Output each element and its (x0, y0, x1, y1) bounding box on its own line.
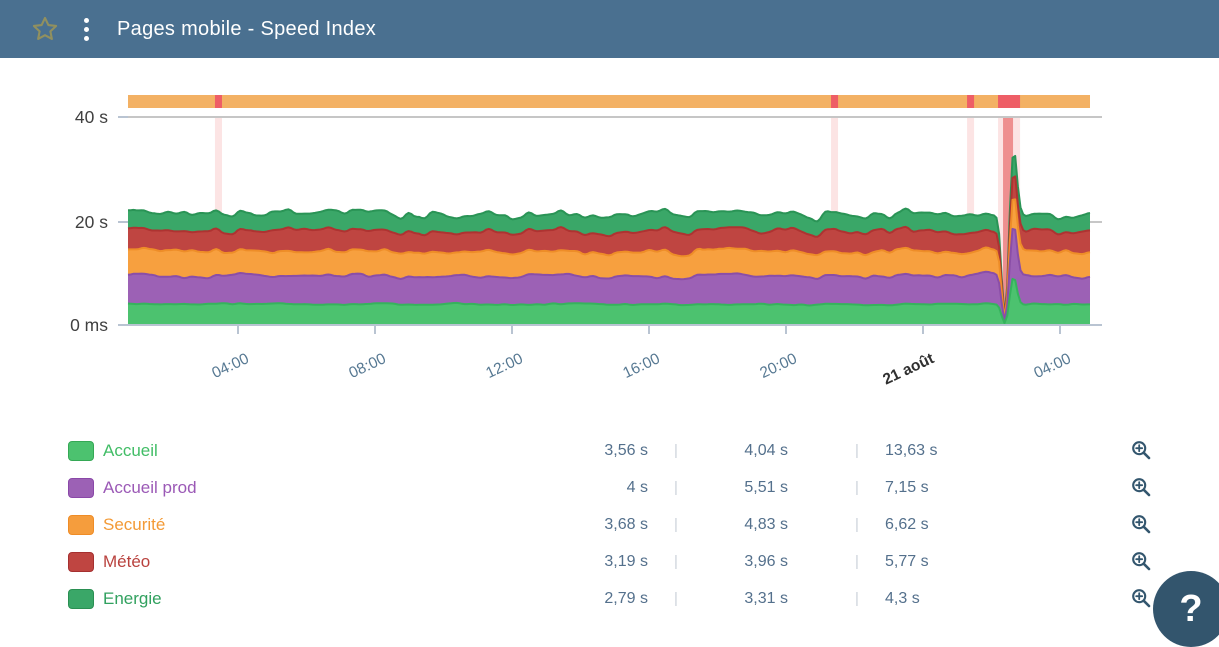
incident-band-core (1003, 118, 1014, 325)
availability-incident-segment (831, 95, 839, 108)
series-min-value: 3,68 s (604, 515, 648, 533)
x-axis-label: 21 août (880, 350, 936, 388)
y-axis-label: 20 s (75, 212, 108, 232)
series-name[interactable]: Securité (103, 514, 166, 534)
series-name[interactable]: Météo (103, 551, 151, 571)
series-color-swatch (68, 440, 94, 461)
legend-row: Accueil 3,56 s | 4,04 s | 13,63 s (0, 432, 1219, 469)
x-axis-label: 12:00 (483, 350, 526, 382)
x-axis-label: 08:00 (346, 350, 389, 382)
zoom-in-icon[interactable] (1129, 550, 1153, 574)
series-color-swatch (68, 588, 94, 609)
column-separator: | (674, 516, 678, 533)
availability-incident-segment (998, 95, 1021, 108)
series-min-value: 2,79 s (604, 589, 648, 607)
column-separator: | (855, 479, 859, 496)
kebab-menu-icon[interactable] (82, 16, 91, 43)
series-color-swatch (68, 551, 94, 572)
series-name[interactable]: Accueil (103, 440, 158, 460)
availability-incident-segment (967, 95, 975, 108)
x-axis-label: 16:00 (620, 350, 663, 382)
legend-table: Accueil 3,56 s | 4,04 s | 13,63 s Accuei… (0, 432, 1219, 617)
series-min-value: 4 s (626, 478, 648, 496)
zoom-in-icon[interactable] (1129, 476, 1153, 500)
series-avg-value: 3,31 s (744, 589, 788, 607)
y-axis-label: 0 ms (70, 315, 108, 335)
y-axis-label: 40 s (75, 107, 108, 127)
series-name[interactable]: Energie (103, 588, 162, 608)
favorite-star-icon[interactable] (30, 14, 60, 44)
area-accueil (128, 278, 1090, 325)
column-separator: | (855, 442, 859, 459)
legend-row: Energie 2,79 s | 3,31 s | 4,3 s (0, 580, 1219, 617)
x-axis-label: 20:00 (757, 350, 800, 382)
x-axis-label: 04:00 (209, 350, 252, 382)
series-avg-value: 4,83 s (744, 515, 788, 533)
column-separator: | (855, 516, 859, 533)
zoom-in-icon[interactable] (1129, 513, 1153, 537)
zoom-in-icon[interactable] (1129, 587, 1153, 611)
column-separator: | (674, 479, 678, 496)
series-max-value: 6,62 s (885, 515, 929, 533)
legend-row: Accueil prod 4 s | 5,51 s | 7,15 s (0, 469, 1219, 506)
availability-incident-segment (214, 95, 222, 108)
series-max-value: 7,15 s (885, 478, 929, 496)
zoom-in-icon[interactable] (1129, 439, 1153, 463)
series-avg-value: 4,04 s (744, 441, 788, 459)
help-button[interactable]: ? (1153, 571, 1219, 647)
column-separator: | (674, 442, 678, 459)
column-separator: | (674, 590, 678, 607)
series-max-value: 13,63 s (885, 441, 938, 459)
area-accueil-prod (128, 228, 1090, 325)
column-separator: | (855, 553, 859, 570)
column-separator: | (674, 553, 678, 570)
series-min-value: 3,56 s (604, 441, 648, 459)
availability-bar (128, 95, 1090, 108)
series-avg-value: 3,96 s (744, 552, 788, 570)
series-color-swatch (68, 477, 94, 498)
x-axis-label: 04:00 (1031, 350, 1074, 382)
column-separator: | (855, 590, 859, 607)
legend-row: Securité 3,68 s | 4,83 s | 6,62 s (0, 506, 1219, 543)
speed-index-chart: 04:00 08:00 12:00 16:00 20:00 21 août 04:00 40 … (0, 58, 1219, 420)
series-color-swatch (68, 514, 94, 535)
stacked-area-chart[interactable]: 04:00 08:00 12:00 16:00 20:00 21 août 04:00 40 … (0, 58, 1219, 420)
page-title: Pages mobile - Speed Index (117, 17, 377, 40)
series-min-value: 3,19 s (604, 552, 648, 570)
series-avg-value: 5,51 s (744, 478, 788, 496)
help-button-label: ? (1179, 587, 1203, 630)
series-max-value: 5,77 s (885, 552, 929, 570)
series-max-value: 4,3 s (885, 589, 920, 607)
series-name[interactable]: Accueil prod (103, 477, 197, 497)
window-header: Pages mobile - Speed Index (0, 0, 1219, 58)
legend-row: Météo 3,19 s | 3,96 s | 5,77 s (0, 543, 1219, 580)
